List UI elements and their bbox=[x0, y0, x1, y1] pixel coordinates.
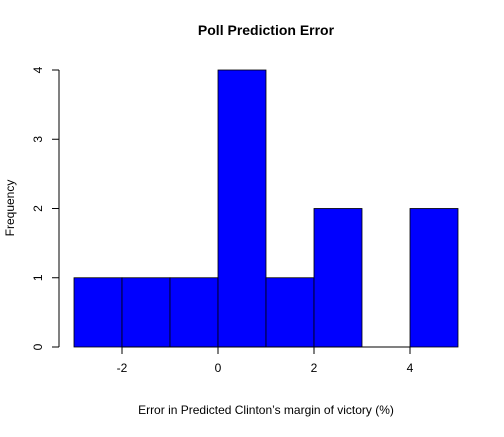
histogram-bar-7 bbox=[409, 208, 459, 348]
y-axis-label: Frequency bbox=[3, 180, 17, 237]
y-axis: 0 1 2 3 4 bbox=[31, 66, 60, 350]
histogram-bar-5 bbox=[313, 208, 363, 348]
bars-group bbox=[73, 69, 459, 348]
x-tick-label: 4 bbox=[407, 361, 414, 375]
chart-title: Poll Prediction Error bbox=[198, 22, 335, 38]
y-tick-label: 4 bbox=[31, 66, 45, 73]
histogram-bar-3 bbox=[217, 69, 267, 348]
histogram-bar-4 bbox=[265, 277, 315, 348]
y-tick-label: 1 bbox=[31, 274, 45, 281]
histogram-bar-2 bbox=[169, 277, 219, 348]
histogram-bar-0 bbox=[73, 277, 123, 348]
x-axis-label: Error in Predicted Clinton’s margin of v… bbox=[138, 403, 394, 417]
x-tick-label: 0 bbox=[215, 361, 222, 375]
x-tick-label: -2 bbox=[117, 361, 128, 375]
y-tick-label: 2 bbox=[31, 205, 45, 212]
y-tick-label: 3 bbox=[31, 136, 45, 143]
x-tick-label: 2 bbox=[311, 361, 318, 375]
y-tick-label: 0 bbox=[31, 343, 45, 350]
histogram-bar-1 bbox=[121, 277, 171, 348]
x-axis: -2 0 2 4 bbox=[117, 346, 414, 375]
